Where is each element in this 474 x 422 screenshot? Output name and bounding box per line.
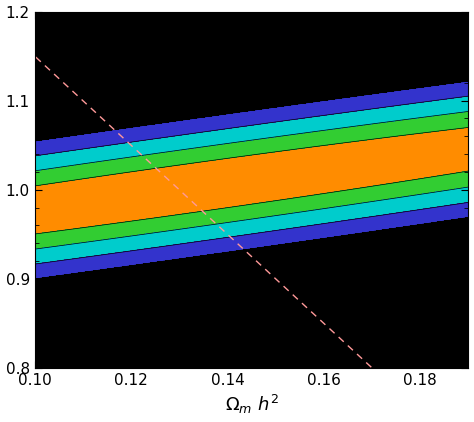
X-axis label: $\Omega_m\ h^2$: $\Omega_m\ h^2$ <box>225 393 279 417</box>
